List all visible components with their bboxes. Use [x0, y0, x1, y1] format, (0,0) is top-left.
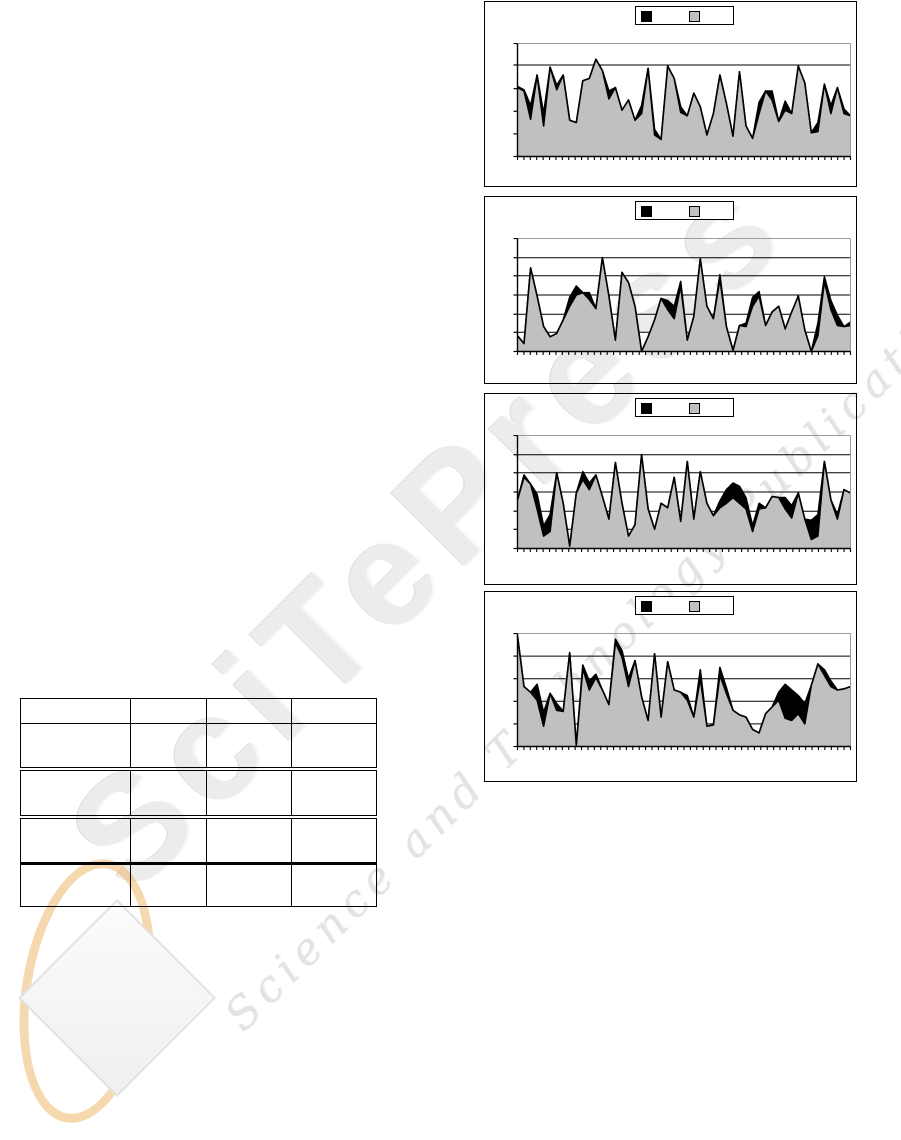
- chart-legend: [635, 201, 734, 220]
- table-row: [20, 723, 377, 769]
- table-row: [20, 697, 377, 725]
- table-cell: [206, 815, 293, 865]
- table-cell: [129, 815, 208, 865]
- chart-plot: [513, 43, 852, 160]
- area-chart-figure-1: [484, 1, 857, 187]
- table-cell: [291, 697, 377, 725]
- table-cell: [20, 766, 131, 818]
- table-cell: [129, 862, 208, 907]
- table-cell: [129, 697, 208, 725]
- table-cell: [20, 815, 131, 865]
- area-chart-figure-3: [484, 393, 857, 585]
- table-cell: [20, 723, 131, 769]
- legend-swatch-black-icon: [641, 206, 652, 217]
- table-row: [20, 766, 377, 818]
- table-cell: [20, 862, 131, 907]
- table-cell: [129, 766, 208, 818]
- legend-swatch-gray-icon: [689, 206, 700, 217]
- area-chart-figure-4: [484, 591, 857, 782]
- table-row: [20, 862, 377, 907]
- area-chart-figure-2: [484, 196, 857, 384]
- table-cell: [206, 862, 293, 907]
- chart-legend: [635, 398, 734, 417]
- chart-legend: [635, 596, 734, 615]
- table-cell: [291, 862, 377, 907]
- legend-swatch-gray-icon: [689, 11, 700, 22]
- legend-swatch-gray-icon: [689, 403, 700, 414]
- table-cell: [291, 766, 377, 818]
- results-table: [20, 697, 377, 907]
- legend-swatch-black-icon: [641, 11, 652, 22]
- legend-swatch-black-icon: [641, 601, 652, 612]
- table-cell: [129, 723, 208, 769]
- legend-swatch-black-icon: [641, 403, 652, 414]
- table-cell: [206, 723, 293, 769]
- table-row: [20, 815, 377, 865]
- table-cell: [206, 697, 293, 725]
- table-cell: [206, 766, 293, 818]
- chart-plot: [513, 435, 852, 552]
- legend-swatch-gray-icon: [689, 601, 700, 612]
- chart-legend: [635, 6, 734, 25]
- table-cell: [291, 723, 377, 769]
- table-cell: [291, 815, 377, 865]
- chart-plot: [513, 633, 852, 750]
- chart-plot: [513, 238, 852, 355]
- table-cell: [20, 697, 131, 725]
